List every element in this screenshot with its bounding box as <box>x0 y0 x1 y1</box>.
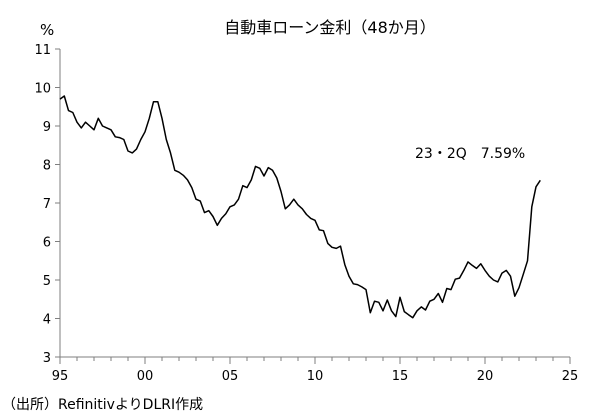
source-note: （出所）RefinitivよりDLRI作成 <box>2 397 204 413</box>
y-tick-label: 4 <box>43 313 51 328</box>
y-tick-label: 10 <box>34 82 51 97</box>
series-layer <box>59 95 541 319</box>
x-tick-label: 15 <box>392 369 409 384</box>
chart-title: 自動車ローン金利（48か月） <box>224 18 436 37</box>
series-line <box>59 95 541 319</box>
y-tick-label: 8 <box>43 159 51 174</box>
y-axis: 3 4 5 6 7 8 9 10 11 <box>34 43 61 366</box>
y-tick-label: 3 <box>43 351 51 366</box>
y-tick-label: 7 <box>43 197 51 212</box>
x-tick-label: 95 <box>52 369 69 384</box>
x-tick-label: 20 <box>477 369 494 384</box>
latest-value-annotation: 23・2Q 7.59% <box>415 146 525 162</box>
y-axis-unit-label: % <box>40 21 54 39</box>
x-axis: 95 00 05 10 15 20 25 <box>52 356 579 384</box>
x-tick-label: 25 <box>562 369 579 384</box>
y-tick-label: 9 <box>43 120 51 135</box>
y-tick-label: 11 <box>34 43 51 58</box>
x-tick-label: 10 <box>307 369 324 384</box>
x-tick-label: 05 <box>222 369 239 384</box>
y-tick-label: 5 <box>43 274 51 289</box>
x-tick-label: 00 <box>137 369 154 384</box>
y-tick-label: 6 <box>43 236 51 251</box>
